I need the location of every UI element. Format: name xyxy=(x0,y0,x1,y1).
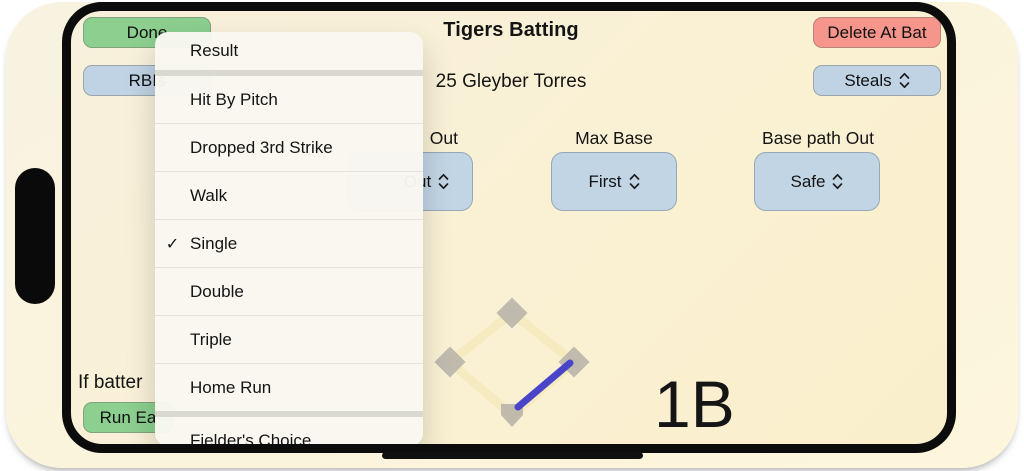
menu-item-double[interactable]: Double xyxy=(155,267,423,315)
result-code: 1B xyxy=(654,367,735,441)
base-path-out-picker-button[interactable]: Safe xyxy=(754,152,880,211)
menu-item-walk[interactable]: Walk xyxy=(155,171,423,219)
third-base-marker[interactable] xyxy=(434,346,466,378)
base-path-out-picker-value: Safe xyxy=(790,171,826,191)
menu-separator xyxy=(155,411,423,417)
menu-item-home-run[interactable]: Home Run xyxy=(155,363,423,411)
base-path-out-column-label: Base path Out xyxy=(762,128,874,148)
menu-item-label: Triple xyxy=(190,329,232,349)
app-screen: Done Tigers Batting Delete At Bat RBIs 2… xyxy=(62,2,956,453)
if-batter-text: If batter xyxy=(78,372,143,393)
menu-item-label: Walk xyxy=(190,185,228,205)
phone-side-button xyxy=(15,168,55,304)
chevron-up-down-icon xyxy=(899,72,909,89)
menu-separator xyxy=(155,70,423,76)
menu-item-hit-by-pitch[interactable]: Hit By Pitch xyxy=(155,76,423,123)
checkmark-icon: ✓ xyxy=(165,235,180,253)
max-base-picker-button[interactable]: First xyxy=(551,152,677,211)
steals-picker-button[interactable]: Steals xyxy=(813,65,941,96)
menu-item-label: Single xyxy=(190,233,238,253)
menu-item-label: Home Run xyxy=(190,377,272,397)
menu-item-label: Hit By Pitch xyxy=(190,89,278,109)
page-title: Tigers Batting xyxy=(443,19,579,41)
home-indicator[interactable] xyxy=(382,452,643,459)
menu-item-label: Fielder's Choice xyxy=(190,430,312,446)
menu-item-dropped-3rd-strike[interactable]: Dropped 3rd Strike xyxy=(155,123,423,171)
advance-line-home-to-first xyxy=(514,359,574,411)
delete-at-bat-button[interactable]: Delete At Bat xyxy=(813,17,941,48)
batter-name: 25 Gleyber Torres xyxy=(435,71,587,92)
out-column-label: Out xyxy=(429,128,458,148)
max-base-column-label: Max Base xyxy=(575,128,653,148)
result-menu-title: Result xyxy=(190,41,239,60)
chevron-up-down-icon xyxy=(629,173,639,190)
menu-item-label: Dropped 3rd Strike xyxy=(190,137,333,157)
menu-item-single[interactable]: ✓ Single xyxy=(155,219,423,267)
menu-item-label: Double xyxy=(190,281,244,301)
max-base-picker-value: First xyxy=(588,171,622,191)
steals-label: Steals xyxy=(844,70,892,90)
base-diamond-diagram xyxy=(434,297,590,427)
chevron-up-down-icon xyxy=(438,173,449,190)
menu-item-triple[interactable]: Triple xyxy=(155,315,423,363)
result-menu: Result Hit By Pitch Dropped 3rd Strike W… xyxy=(155,32,423,446)
menu-item-fielders-choice[interactable]: Fielder's Choice xyxy=(155,417,423,446)
chevron-up-down-icon xyxy=(833,173,843,190)
